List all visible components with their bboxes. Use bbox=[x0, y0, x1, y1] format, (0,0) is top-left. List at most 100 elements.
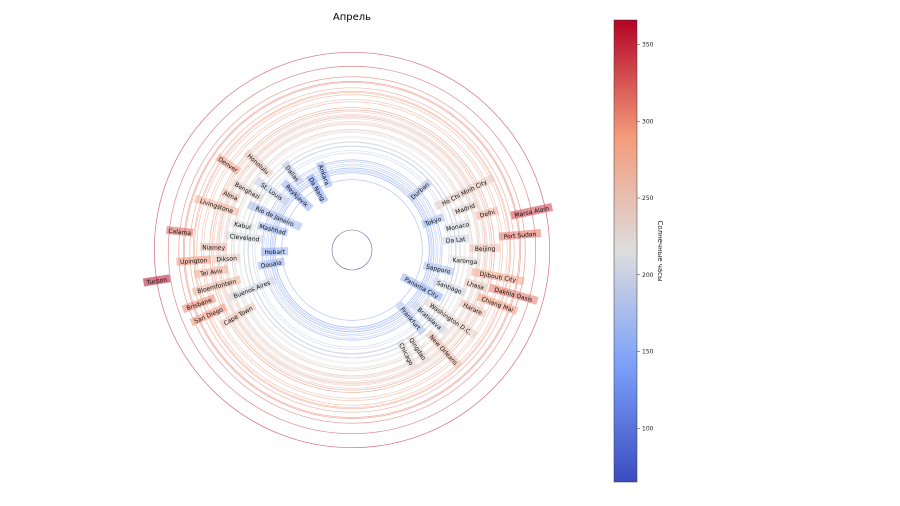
city-label-box bbox=[443, 219, 472, 233]
city-label-box bbox=[459, 298, 487, 318]
city-label-box bbox=[243, 149, 274, 179]
city-label: Calama bbox=[166, 226, 194, 237]
city-label: Kabul bbox=[230, 218, 255, 232]
colorbar-gradient bbox=[613, 19, 638, 483]
city-label-box bbox=[261, 247, 289, 256]
city-label-box bbox=[396, 338, 418, 370]
city-label-box bbox=[189, 303, 228, 327]
city-label-text: Kabul bbox=[233, 221, 251, 232]
city-label: Hobart bbox=[261, 247, 289, 256]
city-ring bbox=[248, 146, 456, 354]
city-label-text: Denver bbox=[217, 156, 239, 174]
city-label-text: Cleveland bbox=[229, 233, 260, 243]
city-label-text: Tel Aviv bbox=[199, 268, 224, 279]
city-label-text: Douala bbox=[260, 259, 282, 270]
colorbar-label: Солнечные часы bbox=[656, 220, 664, 281]
city-ring bbox=[247, 145, 457, 355]
city-label: Upington bbox=[176, 255, 212, 266]
city-label-box bbox=[441, 234, 470, 245]
city-label: Delhi bbox=[475, 206, 500, 221]
city-label: Da Lat bbox=[441, 234, 470, 245]
city-label-box bbox=[247, 200, 303, 232]
city-ring bbox=[218, 116, 486, 384]
city-label-text: Reykjavik bbox=[284, 184, 310, 209]
city-ring bbox=[243, 141, 461, 359]
city-label-box bbox=[315, 160, 333, 189]
colorbar-tick-label: 150 bbox=[642, 349, 654, 356]
city-ring bbox=[178, 76, 526, 424]
colorbar-tick-label: 300 bbox=[642, 118, 654, 125]
city-ring bbox=[238, 136, 466, 364]
city-label: Port Sudan bbox=[498, 228, 542, 241]
city-ring bbox=[189, 87, 515, 413]
city-ring bbox=[167, 65, 537, 435]
city-label-box bbox=[256, 221, 289, 237]
city-label-box bbox=[399, 272, 444, 302]
city-label-box bbox=[475, 206, 500, 221]
city-ring bbox=[183, 81, 521, 419]
city-ring bbox=[201, 99, 503, 401]
city-label-box bbox=[470, 267, 525, 286]
city-ring bbox=[192, 90, 512, 410]
colorbar-tick-label: 350 bbox=[642, 42, 654, 49]
city-label-box bbox=[422, 261, 455, 276]
city-label: Dikson bbox=[213, 253, 241, 264]
city-label-text: Niamey bbox=[202, 244, 225, 251]
city-label-box bbox=[463, 277, 488, 292]
city-label: St. Louis bbox=[254, 176, 290, 206]
city-label-box bbox=[280, 179, 314, 212]
city-label-box bbox=[395, 301, 427, 336]
city-label: Douala bbox=[257, 257, 286, 270]
city-label-text: Beijing bbox=[475, 246, 496, 253]
city-label-box bbox=[230, 178, 265, 203]
city-ring bbox=[244, 142, 460, 358]
city-label-box bbox=[225, 231, 265, 244]
city-ring bbox=[184, 82, 520, 418]
city-label-text: Sapporo bbox=[425, 263, 451, 275]
city-label-box bbox=[193, 194, 240, 217]
city-label-box bbox=[449, 254, 481, 266]
city-label-box bbox=[406, 178, 433, 203]
city-label-box bbox=[230, 218, 255, 232]
city-label: Karonga bbox=[449, 254, 481, 266]
city-label: Niamey bbox=[200, 242, 228, 252]
city-label-box bbox=[450, 199, 479, 217]
city-ring bbox=[153, 51, 551, 449]
city-label-text: Upington bbox=[180, 257, 208, 266]
city-ring bbox=[234, 132, 470, 368]
city-label-box bbox=[411, 301, 449, 336]
city-label-box bbox=[420, 213, 446, 229]
city-label-box bbox=[510, 203, 553, 220]
city-label-box bbox=[431, 276, 467, 297]
city-label-text: Dikson bbox=[216, 255, 237, 263]
city-label-text: Livingstone bbox=[199, 198, 234, 215]
city-label: Tel Aviv bbox=[193, 265, 229, 279]
inner-circle bbox=[331, 229, 373, 271]
city-label-box bbox=[193, 265, 229, 279]
city-label-text: Tucson bbox=[145, 276, 167, 286]
city-label-text: Karonga bbox=[452, 257, 478, 266]
city-ring bbox=[254, 152, 450, 348]
city-label-box bbox=[476, 292, 519, 316]
city-label: Monaco bbox=[443, 219, 472, 233]
city-label-box bbox=[406, 333, 430, 364]
colorbar-tick-label: 100 bbox=[642, 425, 654, 432]
city-label-box bbox=[166, 226, 194, 237]
city-label-box bbox=[425, 329, 463, 370]
city-label-text: Delhi bbox=[479, 209, 496, 220]
city-label-text: Monaco bbox=[446, 221, 471, 233]
city-label-text: Lhasa bbox=[466, 280, 485, 292]
city-label-box bbox=[176, 255, 212, 266]
city-label-box bbox=[220, 187, 242, 203]
city-label-box bbox=[306, 173, 329, 205]
colorbar-tick-label: 200 bbox=[642, 272, 654, 279]
city-label-box bbox=[469, 244, 501, 253]
city-ring bbox=[239, 137, 465, 363]
city-label-box bbox=[142, 274, 171, 287]
city-label-box bbox=[214, 153, 242, 176]
colorbar: 100 150 200 250 300 350 Солнечные часы bbox=[613, 19, 664, 483]
city-label-box bbox=[281, 160, 304, 187]
city-ring bbox=[196, 94, 508, 406]
city-label-box bbox=[498, 228, 542, 241]
city-label: Beijing bbox=[469, 244, 501, 253]
